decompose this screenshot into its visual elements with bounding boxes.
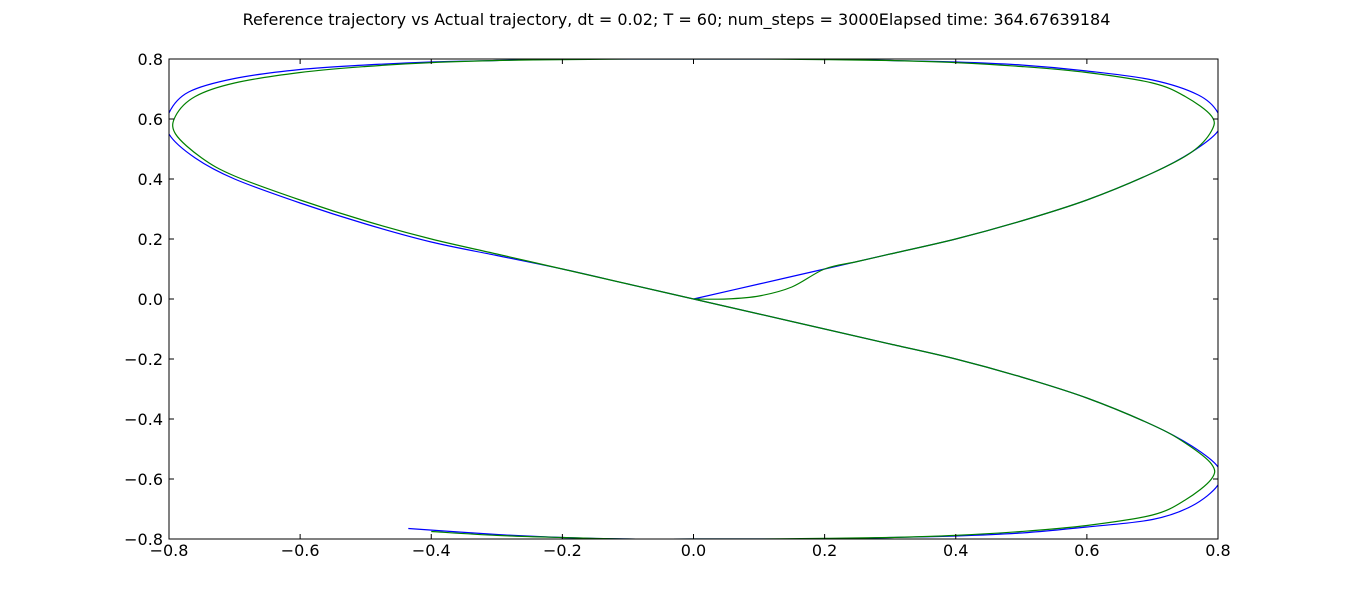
y-tick-label: −0.4: [124, 410, 163, 429]
x-tick-label: 0.2: [812, 541, 837, 560]
y-tick-label: 0.0: [138, 290, 163, 309]
x-tick-label: 0.4: [943, 541, 968, 560]
x-tick-label: 0.6: [1074, 541, 1099, 560]
x-tick-label: −0.8: [150, 541, 189, 560]
y-tick-label: 0.6: [138, 110, 163, 129]
x-tick-label: −0.2: [543, 541, 582, 560]
y-tick-label: −0.2: [124, 350, 163, 369]
chart-title: Reference trajectory vs Actual trajector…: [242, 10, 1111, 29]
x-tick-label: −0.4: [412, 541, 451, 560]
y-tick-label: −0.8: [124, 530, 163, 549]
series-line-1: [169, 59, 1218, 539]
series-line-2: [172, 59, 1216, 539]
x-tick-label: 0.8: [1205, 541, 1230, 560]
x-tick-label: −0.6: [281, 541, 320, 560]
ticks-layer: −0.8 −0.6 −0.4 −0.2 0.0 0.2 0.4 0.6 0.8 −0.8 −0.6 −…: [124, 50, 1231, 560]
y-tick-label: −0.6: [124, 470, 163, 489]
y-tick-label: 0.2: [138, 230, 163, 249]
y-tick-label: 0.8: [138, 50, 163, 69]
y-tick-label: 0.4: [138, 170, 163, 189]
series-layer: [169, 59, 1218, 539]
x-tick-label: 0.0: [681, 541, 706, 560]
